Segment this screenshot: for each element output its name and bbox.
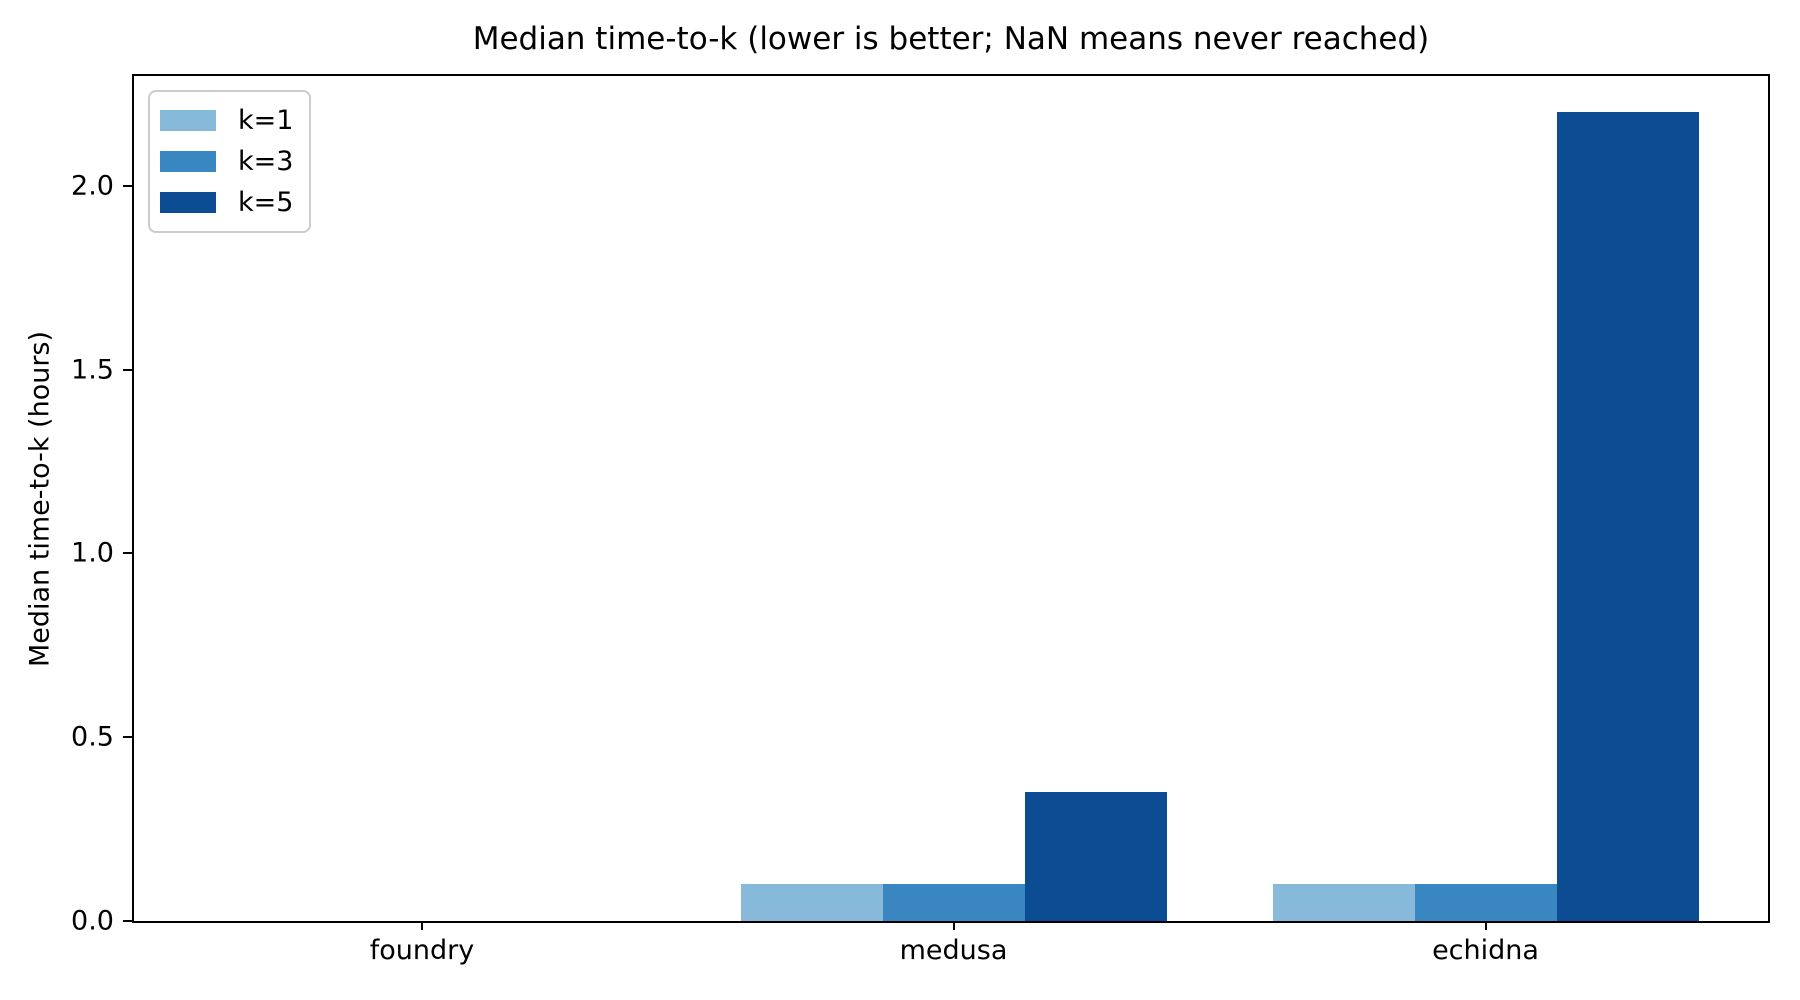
x-tick-mark (1484, 921, 1487, 930)
legend-row-k=1: k=1 (160, 100, 293, 141)
y-tick-label: 2.0 (71, 170, 114, 202)
legend-row-k=3: k=3 (160, 141, 293, 182)
y-tick-mark (123, 736, 132, 739)
legend-swatch-k=1 (160, 110, 216, 131)
legend-row-k=5: k=5 (160, 182, 293, 223)
y-tick-mark (123, 920, 132, 922)
legend-swatch-k=5 (160, 192, 216, 213)
x-tick-mark (952, 921, 955, 930)
y-tick-label: 1.5 (71, 354, 114, 386)
bar-medusa-k=3 (882, 884, 1025, 921)
plot-area: k=1 k=3 k=5 0.0 0.5 1.0 1.5 2.0 foundry medusa ec… (71, 74, 1770, 966)
y-tick-mark (123, 368, 132, 371)
y-tick-label: 0.5 (71, 721, 114, 753)
y-tick-label: 0.0 (71, 905, 114, 937)
legend-swatch-k=3 (160, 151, 216, 172)
legend-label-k=3: k=3 (238, 146, 294, 177)
y-tick-mark (123, 184, 132, 187)
x-tick-label-foundry: foundry (369, 935, 475, 966)
legend: k=1 k=3 k=5 (148, 90, 312, 233)
x-tick-label-medusa: medusa (899, 935, 1008, 966)
y-tick-label: 1.0 (71, 537, 114, 569)
bar-medusa-k=1 (740, 884, 883, 921)
x-tick-label-echidna: echidna (1432, 935, 1539, 966)
bar-echidna-k=1 (1272, 884, 1415, 921)
legend-label-k=5: k=5 (238, 187, 294, 218)
y-tick-mark (123, 552, 132, 555)
legend-label-k=1: k=1 (238, 105, 294, 136)
bar-medusa-k=5 (1024, 792, 1167, 921)
chart-title: Median time-to-k (lower is better; NaN m… (472, 21, 1430, 57)
x-tick-mark (421, 921, 423, 930)
bar-echidna-k=3 (1414, 884, 1557, 921)
bar-echidna-k=5 (1556, 112, 1699, 921)
